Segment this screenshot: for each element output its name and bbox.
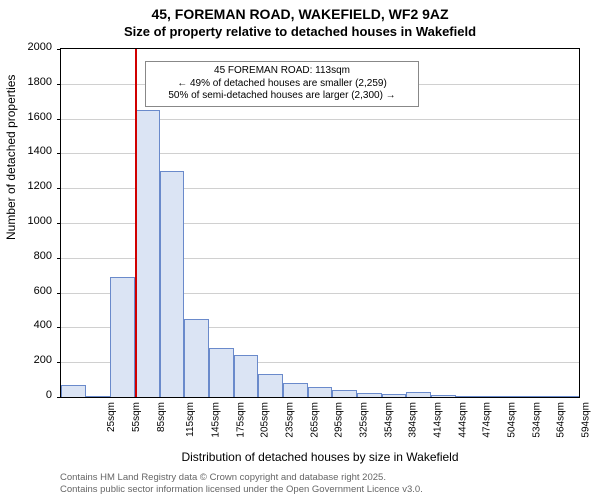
- xtick-label: 115sqm: [185, 402, 196, 437]
- annotation-line1: 45 FOREMAN ROAD: 113sqm: [152, 65, 412, 78]
- ytick-mark: [57, 362, 61, 363]
- xtick-label: 325sqm: [359, 402, 370, 438]
- xtick-label: 564sqm: [556, 402, 567, 438]
- xtick-label: 85sqm: [156, 402, 167, 432]
- ytick-label: 0: [12, 389, 52, 401]
- chart-subtitle: Size of property relative to detached ho…: [0, 22, 600, 39]
- ytick-label: 1400: [12, 145, 52, 157]
- ytick-label: 1000: [12, 215, 52, 227]
- histogram-bar: [505, 396, 530, 397]
- ytick-mark: [57, 327, 61, 328]
- histogram-bar: [184, 319, 209, 397]
- annotation-line2: ← 49% of detached houses are smaller (2,…: [152, 78, 412, 91]
- ytick-mark: [57, 84, 61, 85]
- xtick-label: 55sqm: [131, 402, 142, 432]
- ytick-mark: [57, 397, 61, 398]
- ytick-label: 400: [12, 319, 52, 331]
- xtick-label: 414sqm: [433, 402, 444, 438]
- histogram-bar: [332, 390, 357, 397]
- xtick-label: 205sqm: [260, 402, 271, 438]
- histogram-bar: [160, 171, 185, 397]
- ytick-label: 1800: [12, 76, 52, 88]
- xtick-label: 25sqm: [106, 402, 117, 432]
- xtick-label: 175sqm: [235, 402, 246, 438]
- xtick-label: 594sqm: [581, 402, 592, 438]
- ytick-label: 2000: [12, 41, 52, 53]
- histogram-bar: [382, 394, 407, 397]
- histogram-bar: [234, 355, 259, 397]
- marker-line: [135, 49, 137, 397]
- xtick-label: 354sqm: [383, 402, 394, 438]
- histogram-bar: [357, 393, 382, 397]
- ytick-label: 800: [12, 250, 52, 262]
- histogram-bar: [530, 396, 555, 397]
- xtick-label: 384sqm: [408, 402, 419, 438]
- footer-line2: Contains public sector information licen…: [60, 484, 423, 496]
- histogram-bar: [554, 396, 579, 397]
- histogram-bar: [283, 383, 308, 397]
- histogram-bar: [258, 374, 283, 397]
- histogram-bar: [110, 277, 135, 397]
- histogram-bar: [86, 396, 111, 397]
- histogram-bar: [308, 387, 333, 397]
- x-axis-label: Distribution of detached houses by size …: [60, 450, 580, 464]
- ytick-mark: [57, 49, 61, 50]
- ytick-label: 600: [12, 285, 52, 297]
- chart-title: 45, FOREMAN ROAD, WAKEFIELD, WF2 9AZ: [0, 0, 600, 22]
- ytick-mark: [57, 188, 61, 189]
- plot-area: 45 FOREMAN ROAD: 113sqm ← 49% of detache…: [60, 48, 580, 398]
- ytick-mark: [57, 119, 61, 120]
- ytick-mark: [57, 258, 61, 259]
- xtick-label: 504sqm: [507, 402, 518, 438]
- footer-line1: Contains HM Land Registry data © Crown c…: [60, 472, 423, 484]
- histogram-bar: [61, 385, 86, 397]
- xtick-label: 474sqm: [482, 402, 493, 438]
- annotation-box: 45 FOREMAN ROAD: 113sqm ← 49% of detache…: [145, 61, 419, 107]
- ytick-mark: [57, 153, 61, 154]
- footer-attribution: Contains HM Land Registry data © Crown c…: [60, 472, 423, 496]
- xtick-label: 235sqm: [285, 402, 296, 438]
- ytick-label: 200: [12, 354, 52, 366]
- ytick-mark: [57, 223, 61, 224]
- histogram-bar: [209, 348, 234, 397]
- histogram-bar: [135, 110, 160, 397]
- histogram-bar: [431, 395, 456, 397]
- xtick-label: 265sqm: [309, 402, 320, 438]
- histogram-bar: [406, 392, 431, 397]
- histogram-bar: [456, 396, 481, 397]
- annotation-line3: 50% of semi-detached houses are larger (…: [152, 90, 412, 103]
- xtick-label: 444sqm: [457, 402, 468, 438]
- histogram-bar: [480, 396, 505, 397]
- ytick-mark: [57, 293, 61, 294]
- chart-container: 45, FOREMAN ROAD, WAKEFIELD, WF2 9AZ Siz…: [0, 0, 600, 500]
- ytick-label: 1200: [12, 180, 52, 192]
- xtick-label: 145sqm: [211, 402, 222, 438]
- xtick-label: 534sqm: [531, 402, 542, 438]
- ytick-label: 1600: [12, 111, 52, 123]
- xtick-label: 295sqm: [334, 402, 345, 438]
